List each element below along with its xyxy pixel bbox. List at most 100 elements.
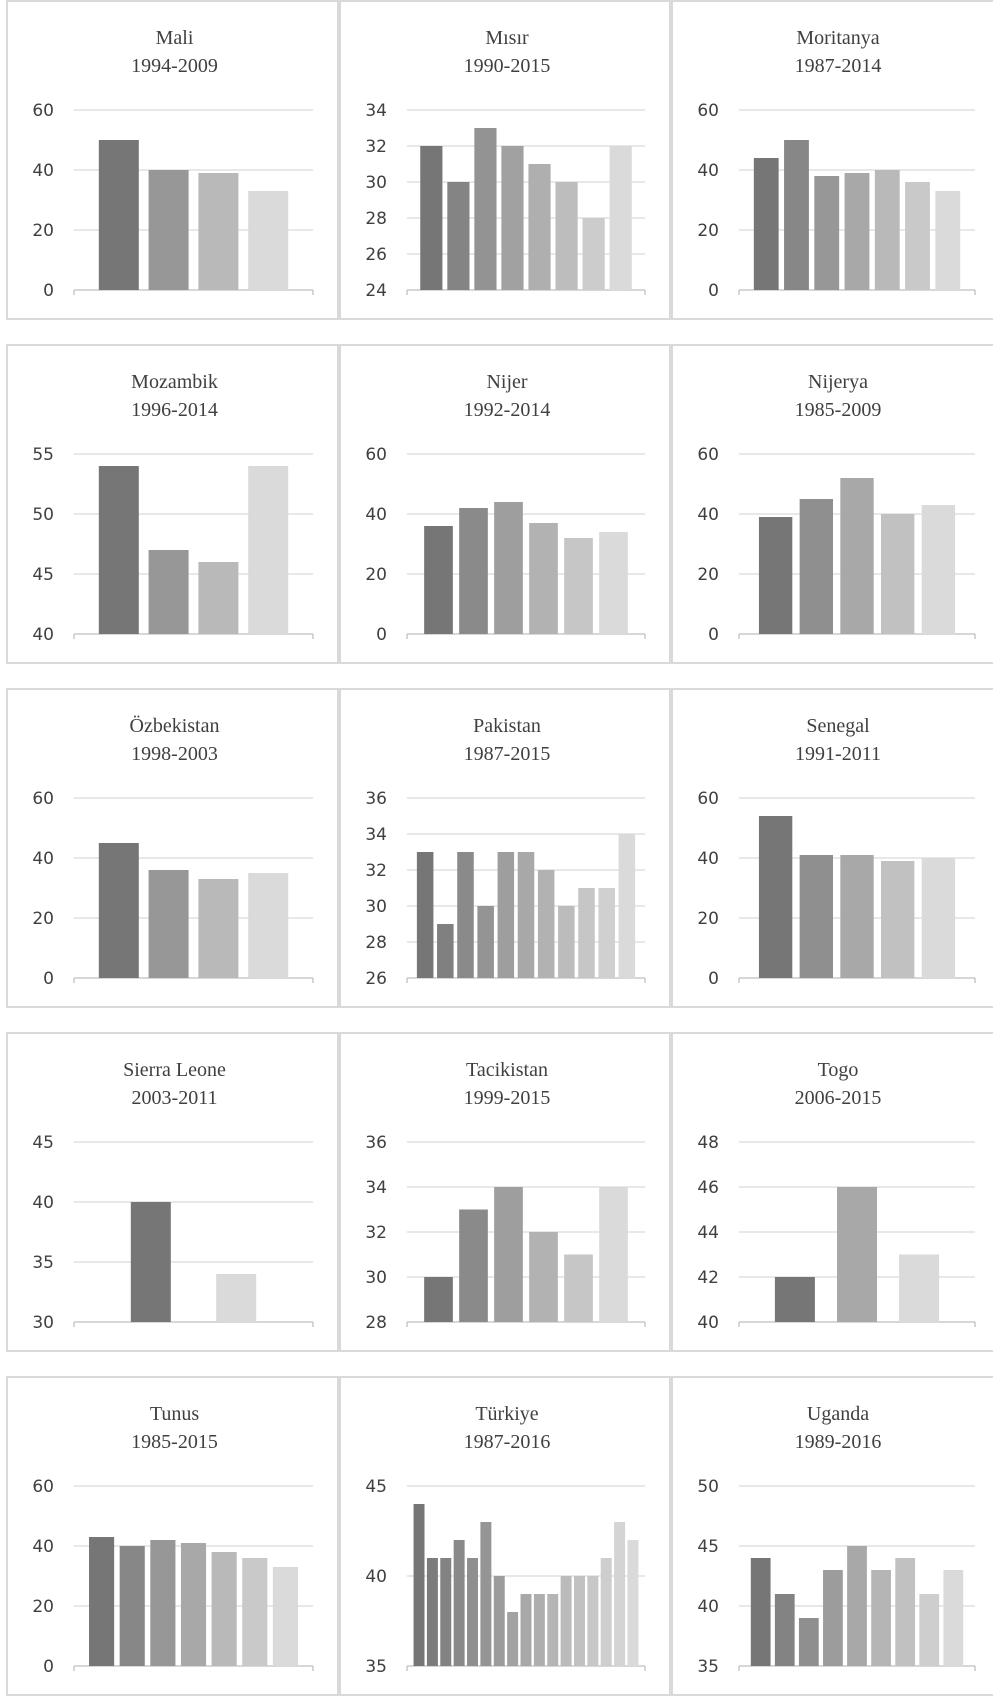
chart-svg: Türkiye 1987-2016 35 40 45	[365, 1403, 646, 1677]
bar	[774, 1277, 815, 1322]
bar	[537, 870, 555, 978]
bar	[272, 1567, 298, 1666]
bar	[98, 140, 139, 290]
bar	[416, 852, 434, 978]
bar	[881, 514, 915, 634]
bar	[211, 1552, 237, 1666]
chart-title: Nijerya	[808, 371, 868, 393]
bar	[467, 1558, 478, 1666]
bar	[799, 499, 833, 634]
chart-panel-4: Mozambik 1996-2014 40 45 50 55	[6, 344, 339, 664]
bar	[529, 1232, 558, 1322]
bar	[600, 1558, 612, 1666]
bar	[520, 1594, 532, 1666]
y-tick-label: 55	[32, 445, 54, 465]
bar	[242, 1558, 268, 1666]
chart-svg: Özbekistan 1998-2003 0 20 40 60	[32, 714, 314, 989]
bar	[130, 1202, 171, 1322]
chart-svg: Senegal 1991-2011 0 20 40 60	[697, 715, 976, 989]
y-tick-label: 35	[365, 1657, 387, 1677]
bar	[871, 1570, 891, 1666]
bar	[560, 1576, 572, 1666]
chart-title: Sierra Leone	[123, 1059, 226, 1081]
chart-title: Mali	[156, 27, 194, 49]
bar	[609, 146, 632, 290]
y-tick-label: 60	[365, 445, 387, 465]
bar	[587, 1576, 599, 1666]
y-tick-label: 45	[365, 1477, 387, 1497]
y-tick-label: 60	[697, 789, 719, 809]
bar	[424, 526, 453, 634]
bar	[248, 466, 289, 634]
bar	[457, 852, 474, 978]
y-tick-label: 45	[697, 1537, 719, 1557]
y-tick-label: 40	[697, 849, 719, 869]
y-tick-label: 42	[697, 1268, 719, 1288]
bar	[943, 1570, 964, 1666]
y-tick-label: 30	[365, 897, 387, 917]
y-tick-label: 20	[697, 565, 719, 585]
bar	[459, 508, 488, 634]
y-tick-label: 60	[32, 789, 54, 809]
bar	[497, 852, 515, 978]
chart-svg: Pakistan 1987-2015 26 28 30 32 34 36	[365, 715, 646, 989]
chart-panel-13: Tunus 1985-2015 0 20 40 60	[6, 1376, 339, 1696]
chart-subtitle: 1990-2015	[464, 55, 551, 77]
bar	[555, 182, 578, 290]
bar	[905, 182, 930, 290]
chart-subtitle: 1998-2003	[131, 743, 218, 765]
y-tick-label: 20	[32, 909, 54, 929]
chart-subtitle: 1987-2014	[795, 55, 882, 77]
chart-title: Özbekistan	[130, 714, 220, 737]
chart-title: Uganda	[807, 1403, 869, 1425]
bar	[248, 191, 289, 290]
bar	[148, 170, 189, 290]
chart-subtitle: 1994-2009	[131, 55, 218, 77]
bar	[921, 858, 956, 978]
bar	[758, 816, 793, 978]
bar	[837, 1187, 877, 1322]
y-tick-label: 50	[32, 505, 54, 525]
bar	[750, 1558, 771, 1666]
bar	[578, 888, 595, 978]
y-tick-label: 35	[697, 1657, 719, 1677]
bar	[493, 1576, 505, 1666]
chart-panel-12: Togo 2006-2015 40 42 44 46 48	[671, 1032, 993, 1352]
chart-subtitle: 1985-2015	[131, 1431, 218, 1453]
chart-title: Türkiye	[475, 1403, 538, 1425]
bar	[424, 1277, 453, 1322]
chart-panel-7: Özbekistan 1998-2003 0 20 40 60	[6, 688, 339, 1008]
chart-svg: Togo 2006-2015 40 42 44 46 48	[697, 1059, 976, 1333]
chart-panel-2: Mısır 1990-2015 24 26 28 30 32 34	[339, 0, 671, 320]
y-tick-label: 28	[365, 933, 387, 953]
bar	[598, 888, 615, 978]
bar	[798, 1618, 819, 1666]
y-tick-label: 50	[697, 1477, 719, 1497]
chart-panel-8: Pakistan 1987-2015 26 28 30 32 34 36	[339, 688, 671, 1008]
bar	[198, 879, 239, 978]
bar	[758, 517, 793, 634]
y-tick-label: 20	[32, 1597, 54, 1617]
chart-svg: Nijerya 1985-2009 0 20 40 60	[697, 371, 976, 645]
chart-subtitle: 1987-2016	[464, 1431, 551, 1453]
bar	[774, 1594, 795, 1666]
bar	[248, 873, 289, 978]
bar	[480, 1522, 492, 1666]
bar	[899, 1254, 940, 1322]
chart-panel-11: Tacikistan 1999-2015 28 30 32 34 36	[339, 1032, 671, 1352]
y-tick-label: 32	[365, 1223, 387, 1243]
y-tick-label: 0	[43, 969, 54, 989]
bar	[420, 146, 443, 290]
chart-subtitle: 1991-2011	[795, 743, 881, 765]
y-tick-label: 34	[365, 101, 387, 121]
chart-svg: Mozambik 1996-2014 40 45 50 55	[32, 371, 314, 645]
bar	[618, 834, 636, 978]
y-tick-label: 28	[365, 209, 387, 229]
chart-title: Senegal	[806, 715, 870, 737]
bar	[799, 855, 833, 978]
bar	[98, 843, 139, 978]
bar	[895, 1558, 916, 1666]
y-tick-label: 0	[43, 1657, 54, 1677]
bar	[216, 1274, 257, 1322]
bar	[753, 158, 779, 290]
